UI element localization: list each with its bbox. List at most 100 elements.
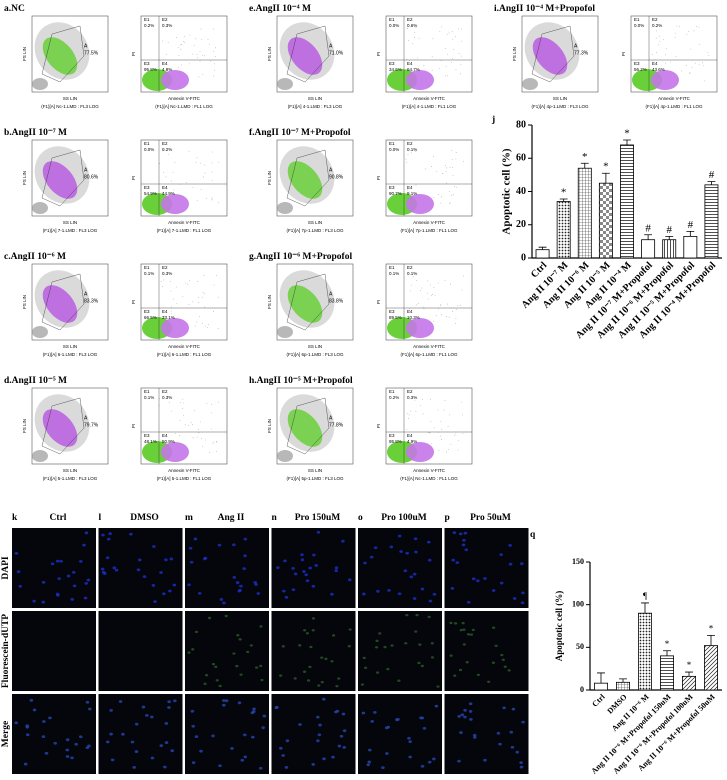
- micrograph: [185, 611, 269, 691]
- nucleus: [483, 577, 487, 580]
- panel-label: k: [12, 513, 18, 523]
- event: [204, 325, 206, 327]
- micrograph: [98, 528, 183, 608]
- error-bar: [665, 235, 674, 240]
- event: [213, 70, 215, 71]
- event: [216, 441, 218, 443]
- nucleus: [468, 710, 473, 713]
- event: [170, 280, 171, 282]
- nucleus: [509, 730, 514, 734]
- tunel-signal: [317, 684, 321, 687]
- event: [441, 26, 442, 28]
- nucleus: [281, 754, 285, 757]
- tunel-signal: [204, 674, 209, 677]
- nucleus: [199, 749, 203, 753]
- caption: (F1)[A] 6-1.LMD : FL3 LOG: [43, 352, 98, 357]
- event: [418, 37, 420, 39]
- nucleus: [331, 755, 335, 759]
- tunel-signal: [249, 644, 253, 647]
- event: [698, 26, 700, 28]
- quadrant-name: E2: [407, 17, 413, 22]
- gate: [41, 25, 85, 83]
- significance-mark: *: [603, 161, 609, 173]
- tunel-signal: [462, 628, 466, 631]
- nucleus: [41, 600, 46, 604]
- nucleus: [85, 700, 90, 704]
- nucleus: [87, 707, 92, 711]
- nucleus: [300, 558, 305, 562]
- micrograph: [12, 611, 96, 691]
- nucleus: [150, 715, 154, 719]
- panel-label: q: [530, 530, 536, 540]
- event: [455, 158, 457, 160]
- quadrant-name: E3: [389, 61, 395, 66]
- y-tick-label: 50: [576, 642, 584, 651]
- caption: (F1)[A] 7p-1.LMD : FL1 LOG: [400, 228, 458, 233]
- nucleus: [407, 736, 411, 740]
- event: [218, 401, 220, 403]
- bar: [662, 239, 677, 259]
- event: [211, 162, 213, 164]
- event: [427, 432, 429, 433]
- nucleus: [293, 572, 298, 576]
- quadrant-percent: 54.9%: [144, 191, 157, 196]
- event: [211, 412, 212, 414]
- event: [416, 280, 417, 281]
- event: [431, 443, 433, 445]
- event: [452, 175, 454, 177]
- event: [209, 451, 211, 453]
- nucleus: [311, 763, 316, 766]
- nucleus: [491, 589, 496, 592]
- event: [183, 414, 185, 416]
- nucleus: [399, 550, 403, 553]
- event: [212, 50, 214, 52]
- axis-label: PI: [131, 176, 136, 180]
- event: [691, 66, 693, 68]
- quadrant-name: E3: [389, 309, 395, 314]
- event: [665, 47, 667, 49]
- event: [460, 40, 462, 42]
- tunel-signal: [383, 645, 387, 649]
- nucleus: [41, 735, 46, 739]
- nucleus: [521, 591, 525, 595]
- gate-percent: 83.3%: [84, 298, 99, 304]
- event: [182, 41, 184, 42]
- quadrant-name: E3: [144, 61, 150, 66]
- tunel-signal: [194, 630, 199, 634]
- event: [163, 316, 164, 317]
- nucleus: [455, 561, 460, 565]
- nucleus: [520, 562, 524, 566]
- nucleus: [41, 580, 46, 584]
- event: [173, 189, 175, 191]
- y-tick-label: 0: [580, 685, 584, 694]
- nucleus: [230, 746, 234, 750]
- nucleus: [224, 699, 229, 703]
- error-bar: [597, 672, 605, 684]
- nucleus: [110, 758, 115, 762]
- event: [690, 48, 692, 50]
- nucleus: [237, 701, 242, 705]
- nucleus: [347, 578, 352, 582]
- event: [423, 64, 425, 66]
- event: [218, 161, 220, 163]
- event: [665, 54, 666, 56]
- nucleus: [25, 733, 30, 737]
- nucleus: [112, 566, 117, 570]
- tunel-signal: [507, 669, 511, 672]
- quadrant-name: E4: [162, 61, 168, 66]
- tunel-signal: [487, 680, 491, 684]
- axis-label: SS LIN: [63, 220, 77, 225]
- axis-label: SS LIN: [63, 344, 77, 349]
- nucleus: [32, 708, 37, 712]
- event: [443, 409, 445, 411]
- row-label: DAPI: [1, 556, 11, 580]
- axis-label: FS LIN: [22, 171, 27, 185]
- event: [188, 424, 190, 426]
- quadrant-name: E3: [144, 309, 150, 314]
- tunel-signal: [236, 634, 240, 637]
- tunel-signal: [232, 652, 236, 655]
- caption: (F1)[A] 4-1.LMD : FL3 LOG: [288, 104, 343, 109]
- nucleus: [384, 726, 389, 730]
- nucleus: [14, 721, 19, 725]
- tunel-signal: [501, 658, 505, 662]
